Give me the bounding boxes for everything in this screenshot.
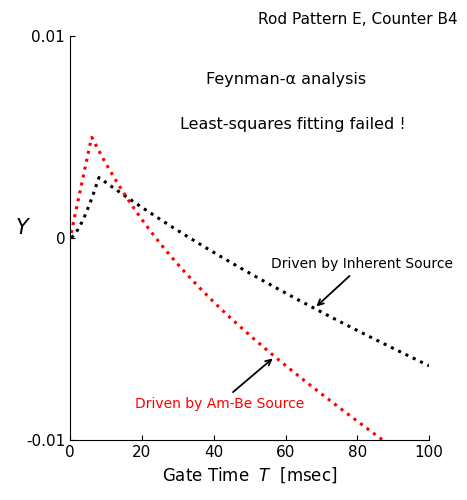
- Text: Driven by Am-Be Source: Driven by Am-Be Source: [135, 360, 304, 410]
- Text: Feynman-α analysis: Feynman-α analysis: [205, 72, 366, 88]
- Text: Rod Pattern E, Counter B4: Rod Pattern E, Counter B4: [258, 12, 458, 28]
- Text: Driven by Inherent Source: Driven by Inherent Source: [271, 258, 453, 305]
- X-axis label: Gate Time  $T$  [msec]: Gate Time $T$ [msec]: [162, 466, 337, 485]
- Y-axis label: $Y$: $Y$: [15, 218, 31, 238]
- Text: Least-squares fitting failed !: Least-squares fitting failed !: [180, 117, 405, 132]
